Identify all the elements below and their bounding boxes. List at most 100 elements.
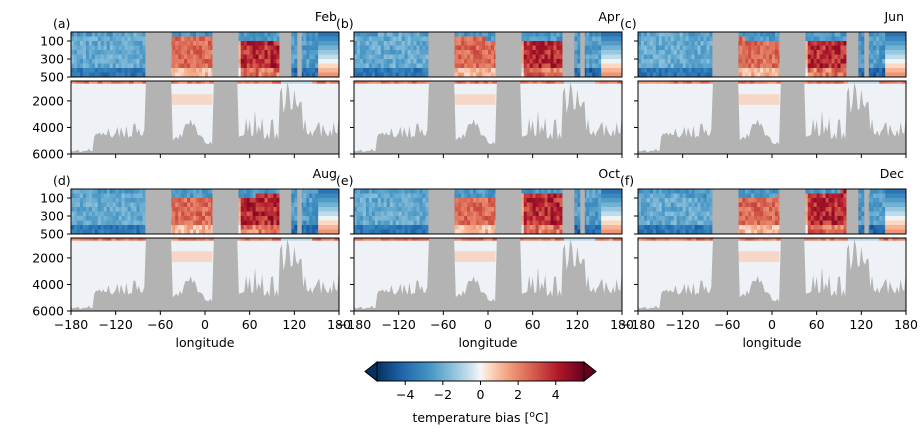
land-mask	[562, 189, 575, 234]
lower-field	[638, 238, 906, 311]
x-tick-label: 180	[894, 317, 918, 332]
y-tick-label: 100	[40, 191, 64, 206]
colorbar-tick-label: 2	[514, 387, 522, 402]
x-tick-label: −180	[621, 317, 655, 332]
x-tick-label: 120	[565, 317, 589, 332]
x-tick-label: −120	[98, 317, 132, 332]
land-mask	[712, 32, 739, 77]
x-tick-label: 0	[768, 317, 776, 332]
land-mask	[495, 189, 522, 234]
panel-feb: 100 300 500 2000 4000 6000 (a) Feb	[32, 9, 340, 162]
lower-field	[71, 238, 339, 311]
x-tick-label: 120	[849, 317, 873, 332]
panel-letter: (e)	[336, 173, 353, 188]
land-mask	[779, 189, 806, 234]
seafloor-mask	[71, 238, 339, 311]
colorbar: −4 −2 0 2 4 temperature bias [oC]	[364, 360, 597, 425]
panel-month-title: Aug	[313, 166, 337, 181]
land-mask	[562, 32, 575, 77]
panel-letter: (c)	[620, 16, 637, 31]
panel-letter: (b)	[336, 16, 354, 31]
x-tick-label: 60	[242, 317, 258, 332]
seafloor-mask	[354, 238, 622, 311]
upper-field	[71, 32, 339, 77]
lower-field	[638, 81, 906, 154]
y-tick-label: 500	[40, 227, 64, 242]
panel-oct: −180 −120 −60 0 60 120 180 longitude (e) Oct	[336, 166, 634, 350]
x-tick-label: 0	[201, 317, 209, 332]
land-mask	[212, 32, 239, 77]
colorbar-tick-label: 0	[477, 387, 485, 402]
panel-apr: (b) Apr	[336, 9, 623, 158]
land-mask	[580, 32, 585, 77]
panel-month-title: Oct	[598, 166, 620, 181]
y-tick-label: 6000	[32, 147, 64, 162]
x-tick-label: −180	[54, 317, 88, 332]
upper-frame	[353, 188, 623, 235]
y-tick-label: 500	[40, 70, 64, 85]
land-mask	[428, 32, 455, 77]
x-tick-label: 180	[610, 317, 634, 332]
upper-frame	[70, 188, 340, 235]
upper-field	[354, 189, 622, 234]
land-mask	[846, 189, 859, 234]
x-tick-label: −120	[381, 317, 415, 332]
panel-month-title: Feb	[315, 9, 337, 24]
land-mask	[495, 32, 522, 77]
colorbar-label: temperature bias [oC]	[412, 410, 548, 425]
y-tick-label: 100	[40, 34, 64, 49]
land-mask	[145, 189, 172, 234]
seafloor-mask	[638, 81, 906, 154]
seafloor-mask	[71, 81, 339, 154]
y-tick-label: 6000	[32, 304, 64, 319]
colorbar-extend-high	[583, 360, 597, 383]
panel-month-title: Jun	[883, 9, 904, 24]
x-tick-label: 180	[327, 317, 351, 332]
colorbar-tick-label: −4	[396, 387, 414, 402]
land-mask	[297, 189, 302, 234]
land-mask	[712, 189, 739, 234]
panel-letter: (f)	[620, 173, 634, 188]
upper-field	[354, 32, 622, 77]
panel-letter: (d)	[53, 173, 71, 188]
x-tick-label: −120	[665, 317, 699, 332]
land-mask	[864, 189, 869, 234]
panel-month-title: Dec	[880, 166, 904, 181]
panel-jun: (c) Jun	[620, 9, 907, 158]
x-tick-label: −60	[714, 317, 740, 332]
x-tick-label: 0	[484, 317, 492, 332]
panel-dec: −180 −120 −60 0 60 120 180 longitude (f) Dec	[620, 166, 918, 350]
seafloor-mask	[354, 81, 622, 154]
land-mask	[846, 32, 859, 77]
upper-frame	[353, 31, 623, 78]
land-mask	[212, 189, 239, 234]
land-mask	[145, 32, 172, 77]
panel-letter: (a)	[53, 16, 70, 31]
y-tick-label: 4000	[32, 120, 64, 135]
x-axis-label: longitude	[459, 335, 518, 350]
upper-field	[638, 32, 906, 77]
x-axis-label: longitude	[176, 335, 235, 350]
colorbar-extend-low	[364, 360, 378, 383]
x-tick-label: −180	[337, 317, 371, 332]
upper-field	[71, 189, 339, 234]
land-mask	[279, 32, 292, 77]
x-axis-label: longitude	[743, 335, 802, 350]
seafloor-mask	[638, 238, 906, 311]
land-mask	[428, 189, 455, 234]
y-tick-label: 2000	[32, 93, 64, 108]
x-tick-label: −60	[430, 317, 456, 332]
colorbar-tick-label: −2	[434, 387, 452, 402]
panel-aug: 100 300 500 2000 4000 6000−180 −120 −60 0 60 120 18…	[32, 166, 351, 350]
y-tick-label: 4000	[32, 277, 64, 292]
x-tick-label: 60	[525, 317, 541, 332]
y-tick-label: 2000	[32, 250, 64, 265]
x-tick-label: 120	[282, 317, 306, 332]
land-mask	[580, 189, 585, 234]
upper-frame	[637, 188, 907, 235]
land-mask	[864, 32, 869, 77]
lower-field	[354, 81, 622, 154]
x-tick-label: 60	[809, 317, 825, 332]
lower-field	[354, 238, 622, 311]
